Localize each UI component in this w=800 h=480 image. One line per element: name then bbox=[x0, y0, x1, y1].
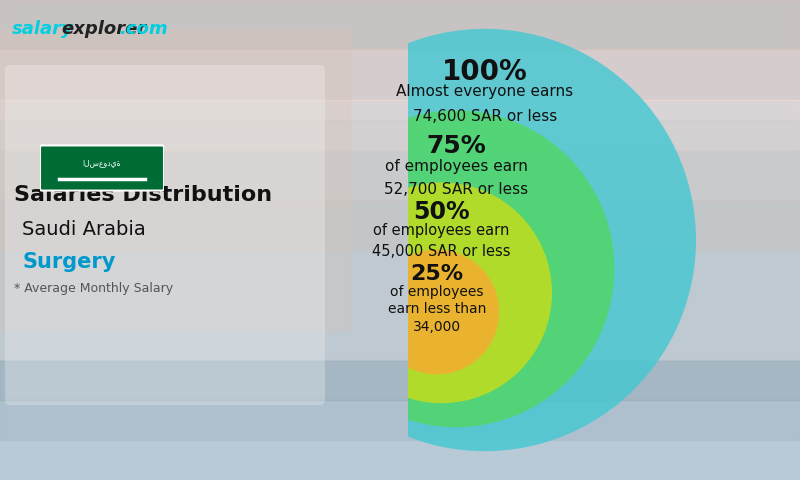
Text: .com: .com bbox=[119, 20, 168, 38]
Text: of employees earn: of employees earn bbox=[385, 159, 527, 174]
Text: 50%: 50% bbox=[414, 200, 470, 224]
Text: 34,000: 34,000 bbox=[413, 320, 461, 334]
Bar bbox=[0, 100, 800, 150]
FancyBboxPatch shape bbox=[5, 65, 325, 405]
Text: Salaries Distribution: Salaries Distribution bbox=[14, 185, 273, 205]
Bar bbox=[0, 30, 350, 330]
Bar bbox=[0, 120, 800, 360]
Bar bbox=[0, 360, 800, 400]
FancyBboxPatch shape bbox=[40, 145, 164, 191]
Text: 45,000 SAR or less: 45,000 SAR or less bbox=[372, 244, 511, 259]
Text: Surgery: Surgery bbox=[22, 252, 116, 272]
Bar bbox=[0, 200, 800, 250]
Circle shape bbox=[274, 29, 696, 451]
Text: explorer: explorer bbox=[62, 20, 147, 38]
Text: 25%: 25% bbox=[410, 264, 463, 284]
Text: salary: salary bbox=[12, 20, 74, 38]
Text: of employees: of employees bbox=[390, 285, 483, 299]
Bar bbox=[0, 0, 800, 50]
Circle shape bbox=[374, 250, 499, 374]
Bar bbox=[0, 150, 800, 200]
Text: of employees earn: of employees earn bbox=[374, 223, 510, 238]
Text: Almost everyone earns: Almost everyone earns bbox=[396, 84, 574, 99]
Text: Saudi Arabia: Saudi Arabia bbox=[22, 220, 146, 239]
Text: * Average Monthly Salary: * Average Monthly Salary bbox=[14, 282, 174, 295]
Bar bbox=[0, 440, 800, 480]
Circle shape bbox=[298, 110, 614, 427]
Bar bbox=[0, 50, 800, 100]
Text: 52,700 SAR or less: 52,700 SAR or less bbox=[384, 182, 528, 197]
Circle shape bbox=[331, 182, 552, 403]
Text: 75%: 75% bbox=[426, 134, 486, 158]
Text: 74,600 SAR or less: 74,600 SAR or less bbox=[413, 109, 557, 124]
Text: earn less than: earn less than bbox=[388, 302, 486, 316]
Text: السعودية: السعودية bbox=[82, 158, 122, 167]
Bar bbox=[0, 400, 800, 440]
Text: 100%: 100% bbox=[442, 58, 528, 85]
